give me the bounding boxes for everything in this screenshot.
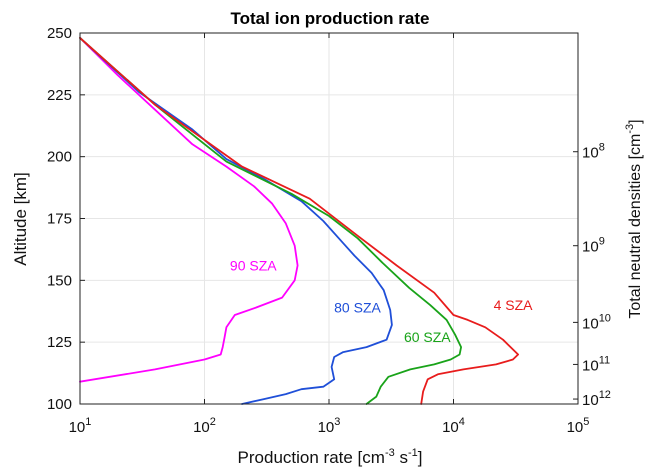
y2-tick-label: 109 [582,236,605,256]
y-tick-label: 200 [47,149,72,166]
y-tick-label: 175 [47,211,72,228]
series-label: 60 SZA [404,329,451,345]
x-axis-label: Production rate [cm-3 s-1] [238,447,423,467]
x-tick-label: 104 [442,416,465,436]
series-line [79,37,462,405]
x-tick-label: 101 [69,416,92,436]
series-line [79,37,299,383]
y-tick-label: 150 [47,272,72,289]
y-tick-label: 100 [47,396,72,413]
y2-tick-label: 1010 [582,312,611,332]
series-line [79,37,393,405]
series-labels: 90 SZA 80 SZA 60 SZA 4 SZA [230,257,533,345]
x-tick-label: 102 [193,416,216,436]
chart-title: Total ion production rate [231,9,430,28]
y-tick-label: 125 [47,334,72,351]
y2-axis-ticks: 108 109 1010 1011 1012 [573,142,611,409]
y2-tick-label: 1011 [582,354,610,374]
grid [79,32,579,405]
series-label: 90 SZA [230,257,277,273]
y-axis-ticks: 100 125 150 175 200 225 250 [47,25,85,413]
x-tick-label: 103 [318,416,341,436]
series-label: 80 SZA [334,299,381,315]
x-axis-ticks: 101 102 103 104 105 [69,33,590,436]
y-tick-label: 225 [47,87,72,104]
y-axis-label: Altitude [km] [11,172,30,266]
x-tick-label: 105 [567,416,590,436]
y2-tick-label: 108 [582,142,605,162]
series-layer [79,37,519,405]
series-line [79,37,519,405]
series-label: 4 SZA [494,297,534,313]
y2-tick-label: 1012 [582,389,611,409]
y-tick-label: 250 [47,25,72,42]
y2-axis-label: Total neutral densities [cm-3] [624,119,644,318]
